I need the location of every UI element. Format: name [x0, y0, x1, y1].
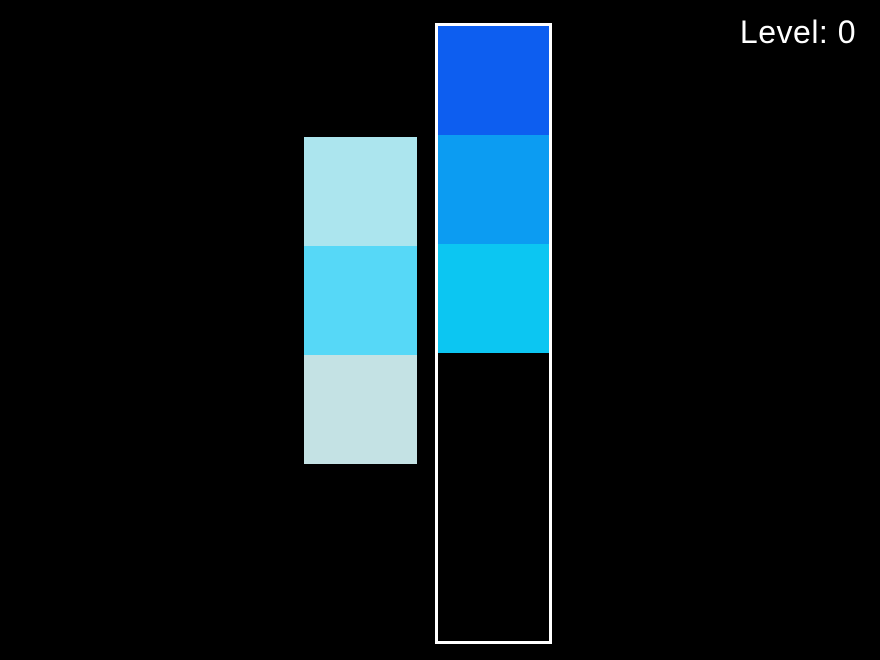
color-segment[interactable]	[438, 26, 549, 135]
color-segment[interactable]	[304, 355, 417, 464]
color-segment[interactable]	[304, 246, 417, 355]
palette-column[interactable]	[304, 137, 417, 464]
color-segment[interactable]	[304, 137, 417, 246]
tube-column[interactable]	[435, 23, 552, 644]
level-label: Level: 0	[740, 14, 856, 51]
color-segment[interactable]	[438, 135, 549, 244]
game-stage[interactable]: Level: 0	[0, 0, 880, 660]
color-segment[interactable]	[438, 244, 549, 353]
